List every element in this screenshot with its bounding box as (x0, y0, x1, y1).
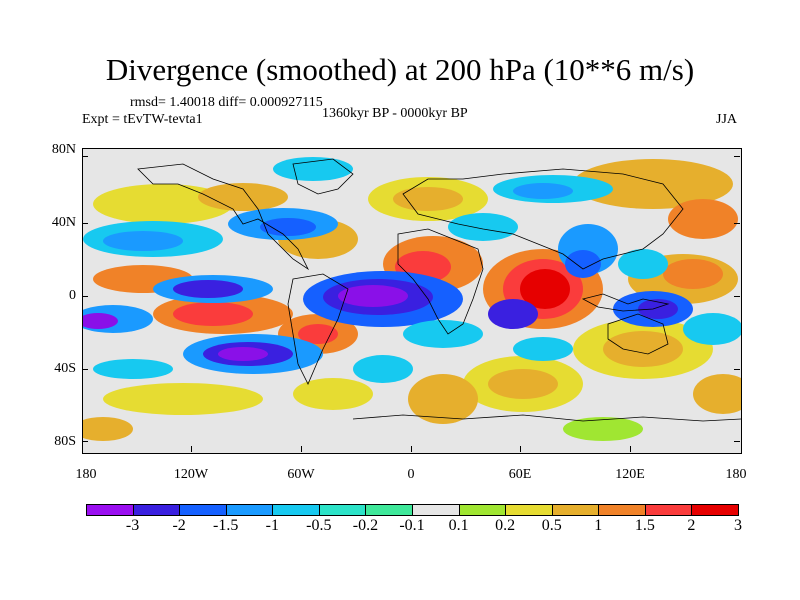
colorbar-swatch (365, 504, 413, 516)
colorbar-swatch (412, 504, 460, 516)
x-tick-label: 180 (75, 467, 97, 482)
colorbar-label: 1.5 (634, 517, 655, 534)
colorbar-swatch (86, 504, 134, 516)
page-title: Divergence (smoothed) at 200 hPa (10**6 … (105, 52, 695, 87)
colorbar-label: -0.5 (306, 517, 332, 534)
x-tick-label: 0 (407, 467, 415, 482)
colorbar-swatch (458, 504, 507, 516)
colorbar-label: -1.5 (213, 517, 239, 534)
colorbar-label: 2 (687, 517, 696, 534)
colorbar-label: -2 (172, 517, 186, 534)
colorbar-label: -1 (265, 517, 279, 534)
x-tick-label: 60E (508, 467, 532, 482)
colorbar-swatch (551, 504, 600, 516)
divergence-map (82, 148, 742, 454)
y-tick-label: 40N (51, 215, 76, 230)
y-tick-label: 0 (69, 288, 76, 303)
colorbar-label: 1 (594, 517, 603, 534)
colorbar-label: 0.2 (495, 517, 516, 534)
colorbar-swatch (272, 504, 320, 516)
colorbar-label: 3 (734, 517, 742, 534)
colorbar-swatch (225, 504, 274, 516)
colorbar-swatch (179, 504, 227, 516)
positive-regions (83, 159, 741, 441)
colorbar (86, 504, 739, 516)
season-label: JJA (716, 112, 738, 127)
colorbar-swatch (505, 504, 553, 516)
x-tick-label: 60W (287, 467, 315, 482)
y-tick-label: 80S (54, 434, 76, 449)
period-label: 1360kyr BP - 0000kyr BP (322, 106, 468, 121)
colorbar-label: -0.1 (399, 517, 425, 534)
x-tick-label: 120W (173, 467, 209, 482)
colorbar-swatch (598, 504, 646, 516)
colorbar-label: 0.1 (448, 517, 469, 534)
colorbar-swatch (691, 504, 739, 516)
experiment-label: Expt = tEvTW-tevta1 (82, 112, 203, 127)
x-tick-label: 180 (725, 467, 747, 482)
y-tick-label: 40S (54, 361, 76, 376)
colorbar-label: -3 (125, 517, 140, 534)
colorbar-swatch (318, 504, 367, 516)
colorbar-swatch (132, 504, 181, 516)
y-tick-label: 80N (51, 142, 76, 157)
colorbar-swatch (644, 504, 693, 516)
coastlines (137, 158, 741, 422)
colorbar-label: -0.2 (352, 517, 379, 534)
negative-regions (83, 157, 741, 383)
stats-label: rmsd= 1.40018 diff= 0.000927115 (130, 95, 323, 110)
x-tick-label: 120E (615, 467, 645, 482)
colorbar-label: 0.5 (541, 517, 562, 534)
field-plot (83, 149, 741, 453)
